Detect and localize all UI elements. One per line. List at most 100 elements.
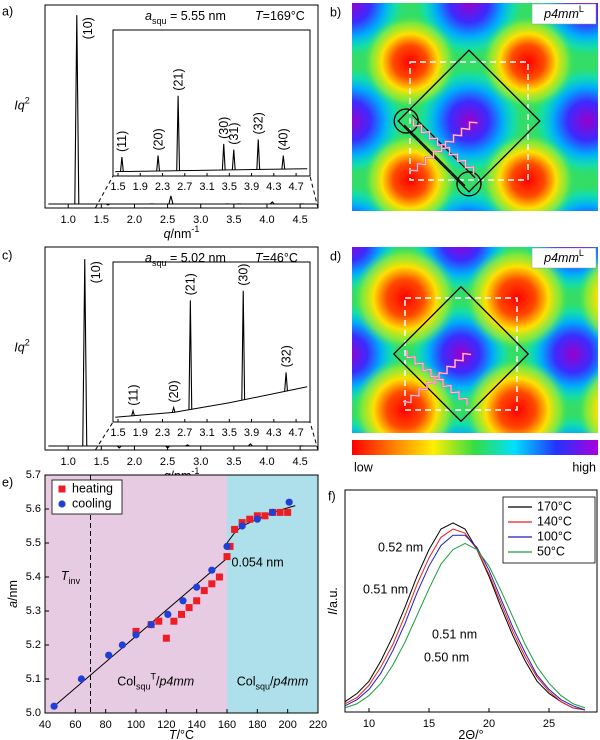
phase-label: ColsquT/p4mm [117, 672, 194, 692]
text-part: a [6, 601, 20, 608]
molecule-frame [392, 285, 530, 423]
text-part: /°C [177, 728, 195, 740]
waxs-curve [344, 528, 586, 711]
x-tick-label: 10 [363, 718, 375, 730]
y-tick-label: 5.6 [26, 503, 41, 515]
peak [168, 195, 174, 205]
x-tick-label: 1.5 [110, 427, 125, 439]
y-tick-label: 5.2 [26, 639, 41, 651]
y-tick-label: 5.3 [26, 605, 41, 617]
y-tick-label: 5.4 [26, 571, 41, 583]
peak [188, 300, 193, 410]
text-part: T [61, 569, 70, 583]
x-tick-label: 1.9 [133, 427, 148, 439]
peak-label: (30) [217, 117, 231, 139]
x-tick-label: 40 [39, 719, 51, 731]
x-tick-label: 60 [69, 719, 81, 731]
text-part: p4mm [158, 675, 194, 689]
legend-label: heating [72, 481, 113, 495]
peak [269, 201, 275, 205]
text-part: 2Θ/° [458, 728, 483, 740]
legend-label: 170°C [537, 499, 572, 513]
temperature-annotation: T=46°C [255, 251, 298, 265]
text-part: 2 [25, 338, 30, 348]
data-point [253, 515, 261, 523]
data-point [200, 587, 208, 595]
data-point [155, 617, 163, 625]
x-tick-label: 15 [423, 718, 435, 730]
text-part: I [326, 611, 340, 615]
text-part: Iq [14, 99, 24, 113]
x-tick-label: 2.0 [127, 214, 142, 226]
text-part: -1 [191, 466, 199, 476]
peak [185, 444, 190, 447]
plot-frame [44, 474, 319, 714]
x-tick-label: 140 [187, 719, 205, 731]
panel-label: c) [2, 248, 12, 262]
y-axis-label: I/a.u. [326, 587, 340, 615]
text-part: -1 [191, 224, 199, 234]
data-point [118, 641, 126, 649]
x-tick-label: 3.1 [199, 427, 214, 439]
text-part: a [145, 251, 152, 265]
plot-frame [44, 4, 319, 209]
x-tick-label: 180 [248, 719, 266, 731]
legend-label: 140°C [537, 514, 572, 528]
y-tick-label: 5.0 [26, 707, 41, 719]
colorbar-high: high [572, 460, 596, 474]
x-tick-label: 3.1 [199, 181, 214, 193]
zoom-line [94, 175, 114, 209]
x-tick-label: 2.3 [155, 427, 170, 439]
x-tick-label: 3.0 [193, 456, 208, 468]
x-tick-label: 4.3 [266, 427, 281, 439]
y-tick-label: 5.1 [26, 673, 41, 685]
peak [221, 143, 226, 170]
text-part: squ [152, 258, 167, 268]
x-tick-label: 3.9 [244, 427, 259, 439]
high-density-blob [464, 581, 569, 686]
peak-label: (10) [81, 17, 95, 39]
unit-cell [409, 61, 529, 181]
x-tick-label: 2.5 [160, 456, 175, 468]
panel-label: f) [328, 489, 336, 503]
peak-label: (20) [167, 380, 181, 402]
jump-annotation: 0.054 nm [232, 556, 284, 570]
peak [176, 95, 181, 171]
alkyl-chain [413, 118, 446, 146]
peak [74, 15, 80, 204]
x-tick-label: 2.5 [160, 214, 175, 226]
map-label-box [531, 3, 597, 25]
symmetry-label: p4mmL [543, 248, 584, 265]
data-point [246, 515, 254, 523]
text-part: / [156, 675, 160, 689]
x-tick-label: 3.5 [226, 214, 241, 226]
peak [105, 203, 111, 206]
panel-label: e) [2, 475, 13, 489]
text-part: L [579, 4, 584, 14]
legend-label: 100°C [537, 529, 572, 543]
data-point [223, 542, 231, 551]
data-point [276, 508, 284, 516]
peak [231, 149, 236, 170]
zoom-line [309, 175, 319, 209]
high-density-blob [576, 581, 600, 686]
alkyl-chain [406, 350, 440, 378]
peak [284, 372, 289, 392]
x-tick-label: 1.9 [133, 181, 148, 193]
vline-label: Tinv [61, 569, 81, 586]
data-point [147, 621, 155, 629]
text-part: T [255, 9, 264, 23]
text-part: T [169, 728, 178, 740]
y-tick-label: 5.7 [26, 469, 41, 481]
density-map [352, 3, 598, 211]
peak-label: (40) [277, 128, 291, 150]
x-tick-label: 20 [483, 718, 495, 730]
text-part: inv [69, 576, 81, 586]
colorbar-low: low [354, 460, 374, 474]
x-tick-label: 1.5 [94, 456, 109, 468]
plot-frame [112, 29, 311, 177]
high-density-blob [352, 469, 457, 574]
y-tick-label: 5.5 [26, 537, 41, 549]
alkyl-chain [402, 376, 436, 403]
lattice-annotation: asqu = 5.02 nm [145, 251, 226, 268]
